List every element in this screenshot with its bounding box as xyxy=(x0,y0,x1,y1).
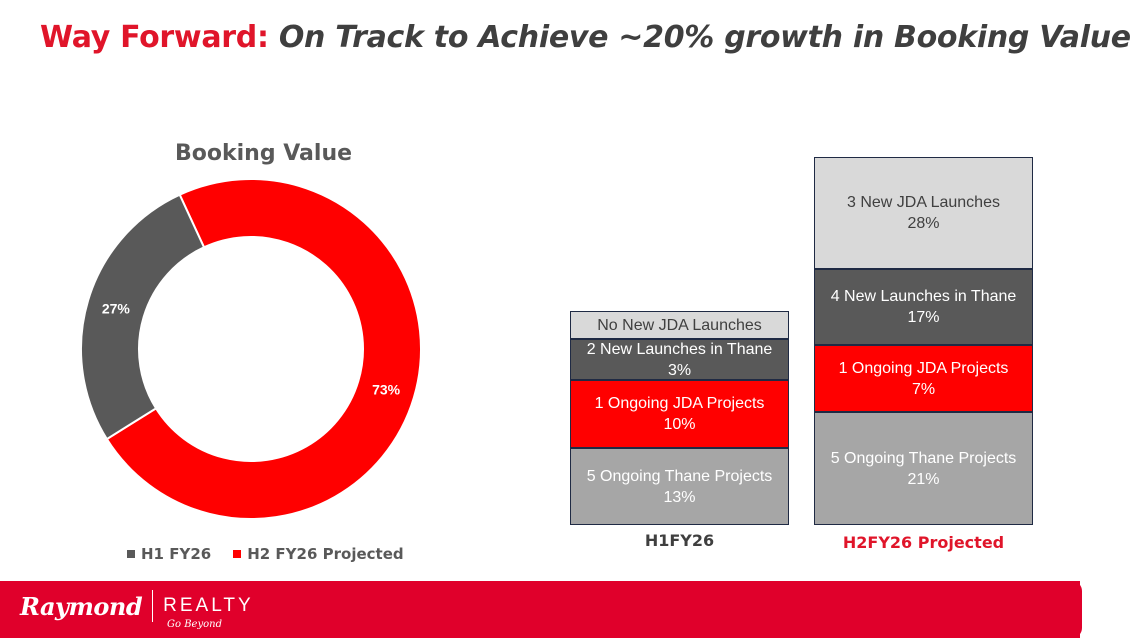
footer-bar-end xyxy=(1068,581,1082,638)
donut-slice-h2 xyxy=(105,178,422,520)
logo-tagline: Go Beyond xyxy=(167,619,222,630)
bar-h2-new-jda: 3 New JDA Launches 28% xyxy=(814,157,1033,269)
legend-swatch-h1 xyxy=(127,550,135,558)
logo-divider xyxy=(152,590,154,622)
seg-value: 21% xyxy=(907,470,940,488)
seg-label: 1 Ongoing JDA Projects xyxy=(594,395,765,412)
legend-item-h1: H1 FY26 xyxy=(127,545,211,563)
donut-chart: 73% 27% xyxy=(80,178,422,520)
logo-realty: REALTY xyxy=(163,595,254,616)
raymond-realty-logo: Raymond REALTY Go Beyond xyxy=(20,590,254,630)
bar-h1-no-new-jda: No New JDA Launches xyxy=(570,311,789,339)
seg-label: 3 New JDA Launches xyxy=(847,194,1000,211)
title-rest: On Track to Achieve ~20% growth in Booki… xyxy=(278,20,1131,55)
legend-item-h2: H2 FY26 Projected xyxy=(233,545,404,563)
bar-category-h1: H1FY26 xyxy=(644,531,715,550)
bar-h1-ongoing-jda: 1 Ongoing JDA Projects 10% xyxy=(570,380,789,448)
bar-h2-ongoing-thane: 5 Ongoing Thane Projects 21% xyxy=(814,412,1033,525)
bar-h2-new-launches-thane: 4 New Launches in Thane 17% xyxy=(814,269,1033,345)
seg-label: 5 Ongoing Thane Projects xyxy=(830,449,1017,467)
seg-value: 3% xyxy=(667,361,692,379)
seg-label: 4 New Launches in Thane xyxy=(830,288,1017,305)
donut-legend: H1 FY26 H2 FY26 Projected xyxy=(127,545,404,563)
donut-label-h1: 27% xyxy=(102,301,131,317)
seg-value: 17% xyxy=(907,309,940,326)
legend-label-h2: H2 FY26 Projected xyxy=(247,545,404,563)
seg-label: 2 New Launches in Thane xyxy=(586,340,773,358)
bar-h1-ongoing-thane: 5 Ongoing Thane Projects 13% xyxy=(570,448,789,525)
donut-chart-title: Booking Value xyxy=(175,141,353,166)
seg-value: 13% xyxy=(663,488,696,506)
seg-value: 10% xyxy=(663,416,696,433)
legend-label-h1: H1 FY26 xyxy=(141,545,212,563)
page-title: Way Forward: On Track to Achieve ~20% gr… xyxy=(40,20,1131,55)
title-lead: Way Forward: xyxy=(40,20,269,55)
seg-label: 1 Ongoing JDA Projects xyxy=(838,359,1009,377)
logo-brand: Raymond xyxy=(20,591,143,621)
seg-value: 28% xyxy=(907,215,940,232)
seg-value: 7% xyxy=(911,380,936,398)
bar-h2-ongoing-jda: 1 Ongoing JDA Projects 7% xyxy=(814,345,1033,412)
donut-slice-h1 xyxy=(80,193,206,441)
footer-bar xyxy=(0,581,1080,638)
bar-h1-new-launches-thane: 2 New Launches in Thane 3% xyxy=(570,339,789,380)
bar-category-h2: H2FY26 Projected xyxy=(842,533,1005,552)
donut-label-h2: 73% xyxy=(372,381,401,397)
legend-swatch-h2 xyxy=(233,550,242,558)
seg-label: 5 Ongoing Thane Projects xyxy=(586,467,773,485)
seg-label: No New JDA Launches xyxy=(597,316,762,334)
